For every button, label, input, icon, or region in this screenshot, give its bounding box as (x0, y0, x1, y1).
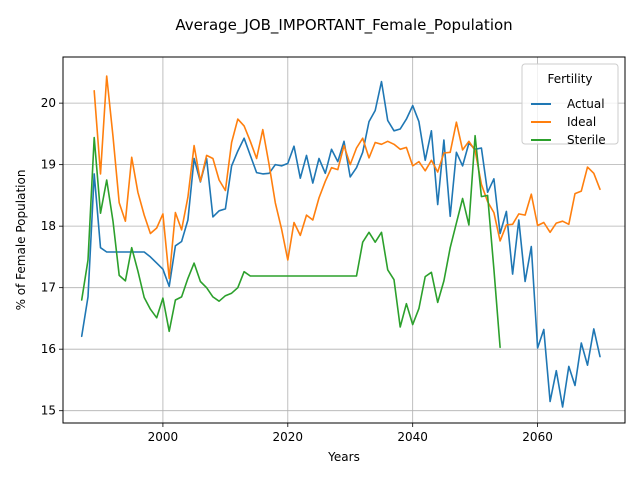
y-tick-label: 20 (41, 96, 56, 110)
y-tick-label: 16 (41, 342, 56, 356)
chart-title: Average_JOB_IMPORTANT_Female_Population (175, 16, 512, 35)
x-axis-title: Years (327, 450, 360, 464)
y-tick-label: 17 (41, 281, 56, 295)
y-tick-label: 18 (41, 219, 56, 233)
x-tick-label: 2020 (273, 430, 304, 444)
y-axis-title: % of Female Population (14, 170, 28, 311)
series-line-actual (80, 80, 601, 408)
legend-label-sterile: Sterile (567, 133, 606, 147)
legend: Fertility Actual Ideal Sterile (521, 63, 619, 147)
y-tick-label: 15 (41, 404, 56, 418)
plot-frame (62, 56, 626, 424)
legend-label-actual: Actual (567, 97, 605, 111)
x-tick-label: 2000 (148, 430, 179, 444)
axis-ticks: 2000 2020 2040 2060 15 16 17 18 19 20 (41, 96, 553, 444)
series-line-ideal (93, 75, 601, 280)
series-lines (80, 75, 601, 408)
x-tick-label: 2040 (397, 430, 428, 444)
legend-label-ideal: Ideal (567, 115, 596, 129)
legend-title: Fertility (547, 72, 592, 86)
y-tick-label: 19 (41, 158, 56, 172)
x-tick-label: 2060 (522, 430, 553, 444)
series-line-sterile (80, 134, 501, 349)
legend-box (521, 63, 619, 145)
